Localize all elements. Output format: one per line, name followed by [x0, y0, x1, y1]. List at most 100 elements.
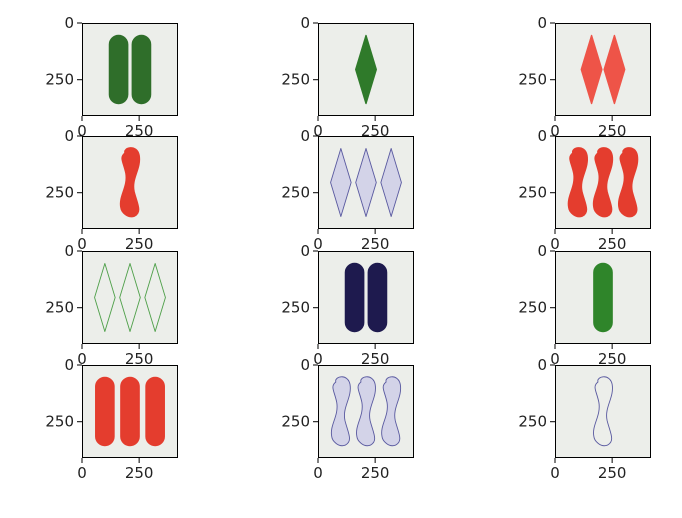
panel-6: 0 250 0 250 [518, 127, 651, 253]
panel-axes-frame [555, 23, 651, 116]
x-tick-label: 250 [361, 235, 390, 253]
x-tick-label: 0 [77, 235, 87, 253]
x-tick-label: 250 [598, 350, 627, 368]
panel-axes-frame [82, 23, 178, 116]
squiggle-symbol [119, 147, 141, 218]
y-tick-label: 250 [518, 299, 547, 317]
panel-1: 0 250 0 250 [45, 14, 178, 140]
x-tick-label: 0 [77, 122, 87, 140]
y-tick-label: 250 [281, 184, 310, 202]
x-tick-label: 250 [361, 122, 390, 140]
y-tick-label: 0 [64, 242, 74, 260]
y-tick-label: 0 [300, 356, 310, 374]
panel-3: 0 250 0 250 [518, 14, 651, 140]
squiggle-symbol [593, 376, 613, 447]
panel-axes-frame [82, 136, 178, 229]
x-tick-label: 0 [550, 350, 560, 368]
y-tick-label: 250 [281, 299, 310, 317]
x-tick-label: 0 [313, 464, 323, 482]
panel-image-background [318, 251, 414, 344]
panel-axes-frame [318, 136, 414, 229]
oval-symbol [344, 262, 365, 333]
panel-10: 0 250 0 250 [45, 356, 178, 482]
panel-axes-frame [318, 251, 414, 344]
squiggle-symbol [330, 376, 351, 447]
y-tick-label: 250 [518, 71, 547, 89]
y-tick-label: 250 [45, 184, 74, 202]
panel-axes-frame [555, 136, 651, 229]
oval-symbol [120, 376, 140, 447]
oval-symbol [108, 34, 129, 105]
panel-8: 0 250 0 250 [281, 242, 414, 368]
panel-axes-frame [318, 23, 414, 116]
x-tick-label: 250 [125, 350, 154, 368]
y-tick-label: 250 [518, 413, 547, 431]
y-tick-label: 250 [281, 71, 310, 89]
panel-11: 0 250 0 250 [281, 356, 414, 482]
x-tick-label: 0 [313, 350, 323, 368]
y-tick-label: 0 [300, 14, 310, 32]
x-tick-label: 0 [550, 122, 560, 140]
squiggle-symbol [617, 147, 639, 218]
panel-image-background [555, 23, 651, 116]
y-tick-label: 250 [45, 299, 74, 317]
diamond-symbol [580, 34, 603, 105]
diamond-symbol [355, 34, 377, 105]
squiggle-symbol [592, 147, 614, 218]
diamond-symbol [603, 34, 626, 105]
y-tick-label: 0 [64, 356, 74, 374]
diamond-symbol [119, 263, 141, 332]
oval-symbol [95, 376, 115, 447]
panel-axes-frame [318, 365, 414, 458]
y-tick-label: 0 [537, 127, 547, 145]
y-tick-label: 0 [64, 14, 74, 32]
panel-2: 0 250 0 250 [281, 14, 414, 140]
x-tick-label: 0 [313, 122, 323, 140]
y-tick-label: 0 [537, 356, 547, 374]
panel-12: 0 250 0 250 [518, 356, 651, 482]
x-tick-label: 250 [598, 235, 627, 253]
diamond-symbol [94, 263, 116, 332]
x-tick-label: 0 [77, 350, 87, 368]
y-tick-label: 0 [64, 127, 74, 145]
panel-image-background [82, 23, 178, 116]
x-tick-label: 0 [550, 235, 560, 253]
x-tick-label: 250 [598, 122, 627, 140]
panel-axes-frame [82, 251, 178, 344]
panel-image-background [82, 251, 178, 344]
x-tick-label: 250 [125, 464, 154, 482]
panel-7: 0 250 0 250 [45, 242, 178, 368]
squiggle-symbol [356, 376, 376, 447]
squiggle-symbol [567, 147, 589, 218]
y-tick-label: 0 [537, 14, 547, 32]
x-tick-label: 250 [598, 464, 627, 482]
y-tick-label: 0 [300, 242, 310, 260]
oval-symbol [367, 262, 388, 333]
oval-symbol [145, 376, 165, 447]
y-tick-label: 0 [537, 242, 547, 260]
panel-axes-frame [82, 365, 178, 458]
squiggle-symbol [381, 376, 402, 447]
panel-5: 0 250 0 250 [281, 127, 414, 253]
y-tick-label: 250 [45, 71, 74, 89]
y-tick-label: 250 [45, 413, 74, 431]
x-tick-label: 250 [125, 122, 154, 140]
y-tick-label: 250 [518, 184, 547, 202]
x-tick-label: 250 [361, 464, 390, 482]
diamond-symbol [355, 148, 377, 217]
panel-axes-frame [555, 365, 651, 458]
panel-image-background [555, 365, 651, 458]
oval-symbol [593, 262, 613, 333]
oval-symbol [131, 34, 152, 105]
y-tick-label: 0 [300, 127, 310, 145]
panel-4: 0 250 0 250 [45, 127, 178, 253]
x-tick-label: 250 [361, 350, 390, 368]
panel-axes-frame [555, 251, 651, 344]
x-tick-label: 0 [550, 464, 560, 482]
panel-9: 0 250 0 250 [518, 242, 651, 368]
x-tick-label: 0 [313, 235, 323, 253]
diamond-symbol [144, 263, 166, 332]
y-tick-label: 250 [281, 413, 310, 431]
x-tick-label: 0 [77, 464, 87, 482]
